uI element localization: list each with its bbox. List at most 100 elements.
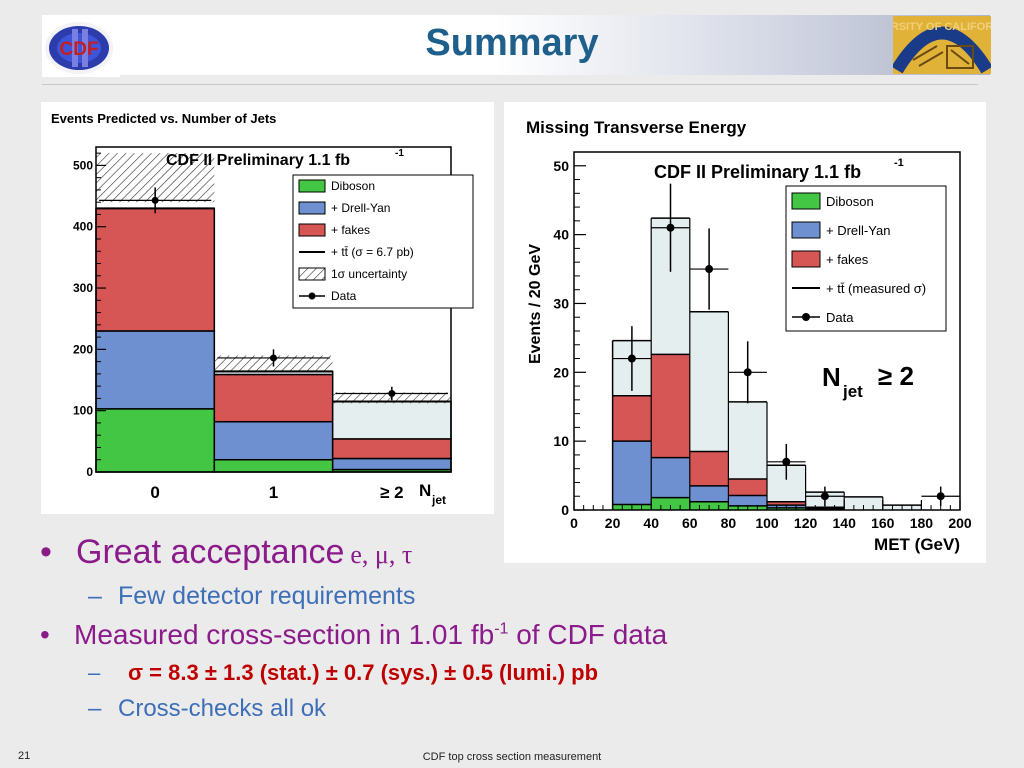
njet-legend: Diboson + Drell-Yan + fakes + tt̄ (σ = 6.7 … — [292, 174, 474, 309]
njet-bar-2-1 — [95, 330, 216, 410]
njet-legend-label: + fakes — [331, 223, 370, 237]
njet-y-tick-label: 300 — [73, 281, 93, 295]
met-bar-4-4 — [728, 401, 767, 480]
page-title: Summary — [425, 22, 599, 64]
met-annotation-tail: ≥ 2 — [878, 361, 914, 391]
njet-legend-swatch — [298, 267, 326, 281]
met-chart-subtitle: CDF II Preliminary 1.1 fb — [654, 162, 861, 182]
njet-x-label: N — [419, 481, 431, 500]
met-x-tick-label: 60 — [682, 515, 698, 531]
njet-bar-4-3 — [331, 400, 452, 440]
njet-bar-2-2 — [213, 420, 334, 461]
met-legend: Diboson + Drell-Yan + fakes + tt̄ (measured… — [785, 185, 947, 332]
met-data-point-7 — [936, 492, 945, 501]
njet-legend-label: + Drell-Yan — [331, 201, 390, 215]
njet-data-point-2 — [270, 354, 277, 362]
subbullet-result-text: σ = 8.3 ± 1.3 (stat.) ± 0.7 (sys.) ± 0.5… — [128, 660, 599, 685]
bullet-dot: • — [40, 619, 50, 650]
subbullet-result: – σ = 8.3 ± 1.3 (stat.) ± 0.7 (sys.) ± 0.… — [88, 660, 598, 686]
njet-bar-2-3 — [331, 457, 452, 471]
subbullet-dash: – — [88, 660, 101, 685]
njet-data-point-3 — [388, 390, 396, 398]
met-x-tick-label: 40 — [643, 515, 659, 531]
njet-legend-label: 1σ uncertainty — [331, 267, 407, 281]
met-data-point-6 — [820, 492, 829, 501]
met-y-tick-label: 20 — [553, 364, 569, 380]
met-data-point-4 — [743, 368, 752, 377]
njet-chart-title: Events Predicted vs. Number of Jets — [51, 111, 276, 126]
met-data-point-5 — [782, 457, 791, 466]
njet-legend-label: + tt̄ (σ = 6.7 pb) — [331, 245, 414, 259]
met-y-label: Events / 20 GeV — [527, 244, 544, 364]
subbullet-cross-checks: – Cross-checks all ok — [88, 695, 326, 723]
bullet-acceptance: • Great acceptance e, μ, τ — [40, 533, 412, 572]
met-y-tick-label: 0 — [561, 502, 569, 518]
subbullet-dash: – — [88, 695, 102, 722]
bullet-cross-section: • Measured cross-section in 1.01 fb-1 of … — [40, 619, 667, 651]
njet-bar-3-1 — [95, 207, 216, 332]
met-bar-2-1 — [612, 441, 652, 505]
njet-bar-3-2 — [213, 373, 334, 423]
njet-y-tick-label: 400 — [73, 220, 93, 234]
met-chart-subtitle-sup: -1 — [894, 157, 904, 169]
footer-text: CDF top cross section measurement — [422, 751, 602, 763]
met-bar-2-2 — [651, 457, 690, 498]
university-seal: RSITY OF CALIFOR — [891, 16, 993, 74]
met-x-tick-label: 100 — [755, 515, 779, 531]
njet-legend-label: Data — [331, 289, 357, 303]
njet-chart: Events Predicted vs. Number of Jets 0 1 ≥ … — [51, 111, 474, 507]
njet-bar-1-2 — [213, 458, 334, 473]
bullet-cross-section-sup: -1 — [494, 620, 509, 638]
njet-chart-subtitle-sup: -1 — [395, 148, 404, 159]
bullet-acceptance-symbols: e, μ, τ — [350, 540, 413, 569]
met-chart: Missing Transverse Energy 0 10 20 30 40 50 0 20… — [526, 118, 972, 554]
njet-x-tick-label: 0 — [150, 483, 159, 502]
met-x-tick-label: 140 — [833, 515, 857, 531]
met-legend-swatch — [791, 250, 821, 268]
bullet-acceptance-text: Great acceptance — [76, 533, 345, 571]
met-data-point-3 — [705, 265, 714, 274]
met-annotation-sub: jet — [842, 382, 863, 401]
njet-chart-subtitle: CDF II Preliminary 1.1 fb — [166, 152, 350, 169]
met-x-tick-label: 120 — [794, 515, 818, 531]
met-bar-3-3 — [689, 451, 729, 486]
subbullet-requirements: – Few detector requirements — [88, 582, 415, 611]
met-legend-label: + fakes — [826, 252, 869, 267]
bullet-cross-section-text: Measured cross-section in 1.01 fb — [74, 619, 495, 650]
met-x-tick-label: 200 — [948, 515, 972, 531]
cdf-logo: CDF — [42, 17, 120, 77]
met-x-tick-label: 80 — [721, 515, 737, 531]
met-legend-swatch — [791, 221, 821, 239]
njet-data-point-1 — [151, 196, 159, 204]
njet-bar-3-3 — [331, 438, 452, 460]
met-legend-label: + Drell-Yan — [826, 223, 890, 238]
njet-legend-swatch — [298, 201, 326, 215]
met-y-tick-label: 50 — [553, 158, 569, 174]
bullet-dot: • — [40, 533, 52, 571]
bullet-cross-section-tail: of CDF data — [508, 619, 668, 650]
met-y-tick-label: 10 — [553, 433, 569, 449]
njet-chart-panel: Events Predicted vs. Number of Jets 0 1 ≥ … — [41, 102, 494, 514]
met-data-point-2 — [666, 223, 675, 232]
met-x-tick-label: 160 — [871, 515, 895, 531]
njet-legend-label: Diboson — [331, 179, 375, 193]
met-x-tick-label: 0 — [570, 515, 578, 531]
met-y-tick-label: 40 — [553, 227, 569, 243]
met-bar-3-4 — [728, 479, 767, 496]
njet-bar-1-1 — [95, 408, 216, 473]
met-x-tick-label: 180 — [910, 515, 934, 531]
njet-y-tick-label: 0 — [86, 465, 93, 479]
subbullet-requirements-text: Few detector requirements — [118, 582, 416, 610]
met-legend-label: Data — [826, 310, 854, 325]
met-x-label: MET (GeV) — [874, 535, 960, 554]
met-x-tick-label: 20 — [605, 515, 621, 531]
met-chart-title: Missing Transverse Energy — [526, 118, 747, 137]
met-legend-label: + tt̄ (measured σ) — [826, 281, 926, 296]
njet-y-tick-label: 500 — [73, 158, 93, 172]
subbullet-cross-checks-text: Cross-checks all ok — [118, 695, 327, 722]
met-legend-marker — [802, 313, 810, 321]
met-bar-2-4 — [728, 495, 767, 506]
njet-legend-swatch — [298, 179, 326, 193]
page-number: 21 — [18, 750, 31, 762]
